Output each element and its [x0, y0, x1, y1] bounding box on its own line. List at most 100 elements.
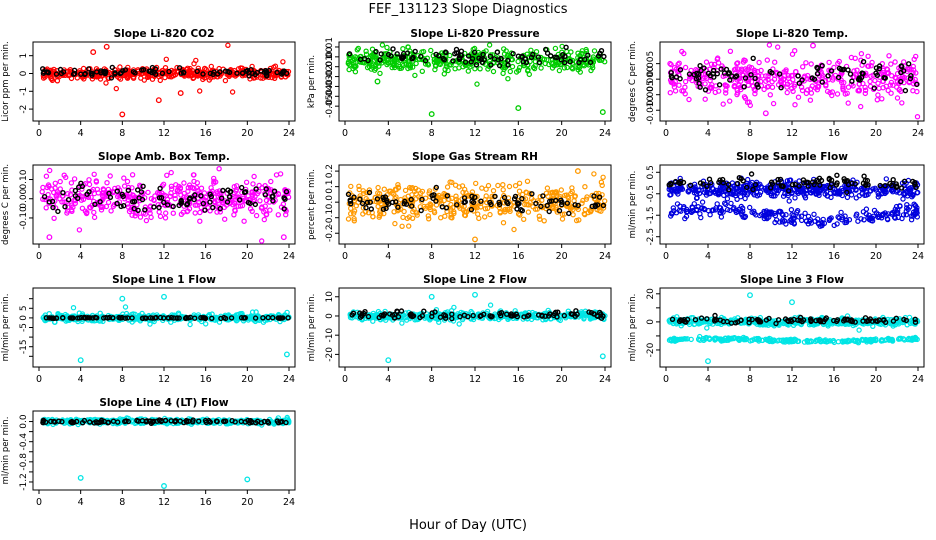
x-tick-label: 20	[241, 128, 253, 139]
data-point	[830, 75, 837, 81]
data-point	[108, 75, 115, 81]
panel-title: Slope Line 3 Flow	[740, 274, 844, 286]
data-point	[551, 310, 558, 317]
data-point	[519, 195, 525, 202]
x-tick-label: 20	[870, 128, 882, 139]
data-point	[465, 314, 471, 320]
y-axis-label: ml/min per min.	[628, 171, 638, 239]
data-point	[218, 315, 224, 322]
x-tick-label: 24	[283, 251, 295, 262]
data-point	[668, 61, 674, 68]
data-point	[900, 196, 906, 202]
data-point	[473, 180, 479, 187]
x-tick-label: 24	[912, 251, 924, 262]
data-point	[772, 59, 778, 65]
data-point	[472, 194, 478, 201]
data-point	[158, 194, 165, 201]
data-point	[693, 195, 700, 201]
data-point	[250, 192, 256, 198]
data-point	[130, 68, 137, 75]
data-point	[272, 75, 278, 82]
data-point	[145, 189, 151, 196]
data-point	[418, 207, 424, 214]
data-point	[691, 201, 698, 207]
data-point	[834, 172, 840, 179]
data-point	[695, 320, 702, 326]
data-point	[757, 189, 764, 195]
data-point	[541, 218, 547, 224]
data-point	[375, 190, 381, 196]
data-point	[214, 209, 220, 215]
data-point	[851, 74, 858, 80]
panel-title: Slope Amb. Box Temp.	[98, 151, 230, 163]
data-point	[125, 184, 132, 191]
data-point	[574, 311, 580, 317]
y-tick-label: -0.005	[646, 80, 656, 109]
y-tick-label: 0.0	[325, 195, 335, 210]
data-point	[873, 187, 879, 193]
x-tick-label: 0	[36, 251, 42, 262]
data-point	[514, 313, 520, 320]
data-point	[727, 98, 733, 104]
data-point	[181, 180, 187, 186]
data-point	[496, 62, 503, 69]
data-point	[686, 321, 693, 328]
data-point	[906, 314, 913, 321]
data-point	[907, 75, 914, 82]
data-point	[165, 315, 172, 321]
data-point	[90, 49, 97, 56]
data-point	[105, 199, 112, 206]
data-point	[251, 173, 257, 180]
data-point	[102, 68, 109, 75]
data-point	[172, 195, 178, 202]
data-point	[568, 49, 574, 55]
data-point	[591, 48, 598, 54]
y-tick-label: -20	[646, 342, 656, 357]
data-point	[807, 216, 814, 223]
data-point	[159, 70, 166, 77]
data-point	[826, 319, 832, 325]
data-point	[413, 191, 419, 197]
data-point	[172, 192, 178, 199]
data-point	[401, 200, 407, 207]
data-point	[726, 70, 732, 76]
data-point	[796, 183, 802, 189]
data-point	[363, 51, 370, 58]
data-point	[57, 178, 63, 185]
data-point	[162, 64, 169, 71]
x-tick-label: 24	[599, 251, 611, 262]
data-point	[844, 194, 851, 201]
data-point	[235, 203, 241, 209]
data-point	[89, 70, 96, 77]
data-point	[740, 71, 746, 78]
x-tick-label: 4	[705, 374, 711, 385]
data-point	[191, 315, 198, 321]
data-point	[65, 196, 72, 203]
data-point	[752, 181, 759, 188]
data-point	[563, 44, 569, 50]
data-point	[784, 84, 790, 90]
data-point	[41, 193, 48, 200]
y-tick-label: 0.1	[325, 179, 335, 193]
data-point	[114, 200, 120, 207]
data-point	[913, 70, 919, 76]
data-point	[910, 87, 916, 94]
data-point	[772, 193, 778, 199]
data-point	[53, 71, 60, 77]
data-point	[457, 314, 463, 320]
data-points	[40, 42, 292, 118]
data-point	[718, 188, 725, 194]
data-point	[807, 97, 814, 103]
data-point	[76, 310, 83, 316]
data-point	[377, 70, 383, 77]
data-point	[770, 100, 777, 107]
data-point	[567, 59, 573, 65]
panel-4: Slope Gas Stream RH0 4 8 12 16 20 24-0.2-0.10.…	[307, 151, 612, 262]
data-point	[873, 210, 880, 216]
y-axis-label: degrees C per min.	[1, 164, 11, 245]
x-tick-label: 20	[556, 374, 568, 385]
data-point	[861, 173, 867, 179]
data-point	[157, 77, 163, 84]
panel-title: Slope Sample Flow	[736, 151, 848, 163]
data-point	[489, 193, 495, 199]
